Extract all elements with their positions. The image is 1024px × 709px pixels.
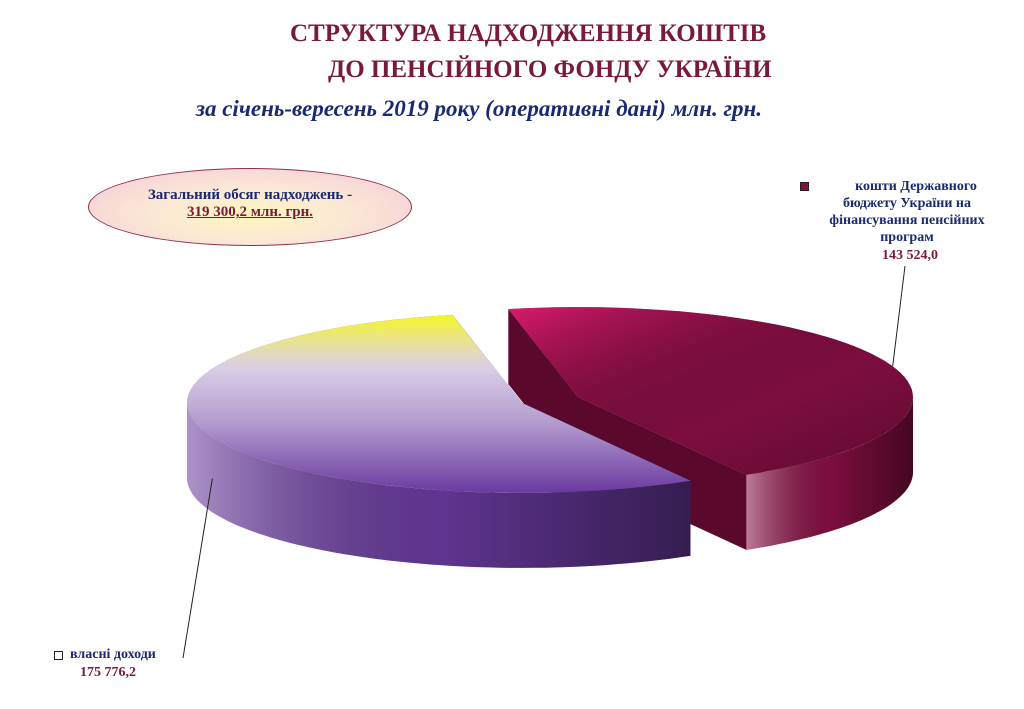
value-label: 175 776,2	[80, 665, 136, 680]
shading	[508, 307, 913, 475]
slice-label: власні доходи	[70, 647, 156, 662]
shading	[187, 314, 691, 493]
shading	[187, 402, 691, 568]
chart-title: ДО ПЕНСІЙНОГО ФОНДУ УКРАЇНИ	[328, 56, 772, 83]
legend-marker	[54, 651, 63, 660]
slice-label: кошти Державного бюджету України на фіна…	[829, 179, 985, 245]
annotation: 319 300,2 млн. грн.	[186, 204, 314, 220]
legend-marker	[800, 182, 809, 191]
shading	[746, 397, 913, 550]
leader-line	[892, 265, 906, 367]
chart-subtitle: за січень-вересень 2019 року (оперативні…	[196, 96, 763, 121]
annotation-bubble: Загальний обсяг надходжень - 319 300,2 м…	[88, 168, 412, 246]
value-label: 143 524,0	[882, 248, 938, 263]
chart-title: СТРУКТУРА НАДХОДЖЕННЯ КОШТІВ	[290, 20, 767, 47]
annotation: Загальний обсяг надходжень -	[147, 187, 353, 203]
leader-line	[182, 478, 213, 659]
